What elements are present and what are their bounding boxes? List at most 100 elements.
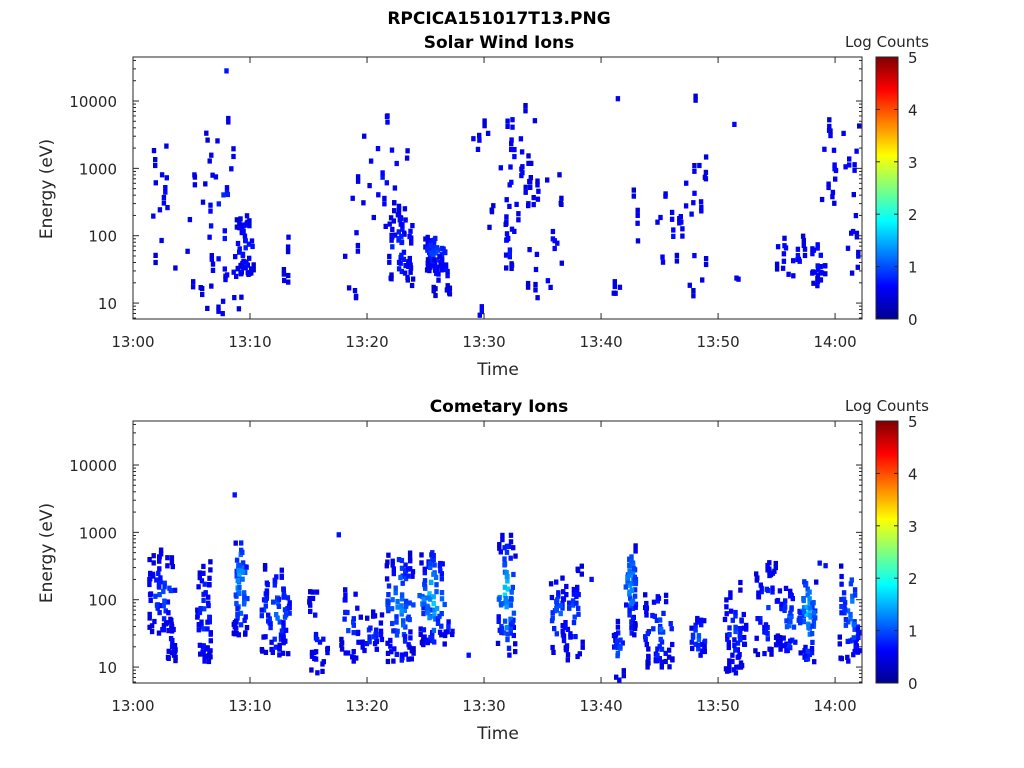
heatmap-cell <box>394 632 400 638</box>
heatmap-cell <box>550 236 556 242</box>
heatmap-cell <box>689 639 694 645</box>
heatmap-cell <box>360 644 365 650</box>
heatmap-cell <box>727 625 732 631</box>
heatmap-cell <box>237 568 242 574</box>
heatmap-cell <box>613 644 619 650</box>
heatmap-cell <box>658 636 663 642</box>
heatmap-cell <box>432 237 437 243</box>
heatmap-cell <box>568 631 573 637</box>
heatmap-cell <box>699 642 705 648</box>
heatmap-cell <box>399 596 405 602</box>
heatmap-cell <box>223 277 228 283</box>
heatmap-cell <box>402 633 408 640</box>
heatmap-cell <box>242 594 247 600</box>
heatmap-cell <box>503 221 508 227</box>
heatmap-cell <box>564 583 569 590</box>
heatmap-cell <box>644 612 649 618</box>
heatmap-cell <box>409 282 415 289</box>
heatmap-cell <box>496 614 501 620</box>
heatmap-cell <box>758 582 763 588</box>
heatmap-cell <box>151 213 156 219</box>
heatmap-cell <box>505 637 510 643</box>
heatmap-cell <box>560 628 565 634</box>
heatmap-cell <box>342 616 347 622</box>
heatmap-cell <box>724 597 729 603</box>
heatmap-cell <box>430 263 435 269</box>
heatmap-cell <box>786 271 791 277</box>
heatmap-cell <box>575 584 580 590</box>
heatmap-cell <box>847 156 852 162</box>
heatmap-cell <box>703 261 709 268</box>
heatmap-cell <box>758 616 763 622</box>
heatmap-cell <box>286 651 291 657</box>
heatmap-cell <box>807 605 812 611</box>
heatmap-cell <box>429 552 434 558</box>
heatmap-cell <box>208 638 213 644</box>
heatmap-cell <box>815 275 820 282</box>
heatmap-cell <box>204 130 209 136</box>
heatmap-cell <box>812 659 817 665</box>
plot-area-border <box>132 420 863 684</box>
heatmap-cell <box>195 614 200 620</box>
heatmap-cell <box>699 208 704 214</box>
heatmap-cell <box>702 645 707 652</box>
heatmap-cell <box>787 643 792 649</box>
heatmap-cell <box>405 573 411 579</box>
heatmap-cell <box>343 650 348 656</box>
heatmap-cell <box>733 647 738 653</box>
heatmap-cell <box>275 615 280 621</box>
heatmap-cell <box>162 580 167 586</box>
heatmap-cell <box>232 630 237 636</box>
heatmap-cell <box>498 165 503 171</box>
heatmap-cell <box>157 610 162 616</box>
heatmap-cell <box>396 203 402 209</box>
heatmap-cell <box>407 550 413 556</box>
heatmap-cell <box>240 576 245 582</box>
heatmap-cell <box>527 247 532 253</box>
heatmap-cell <box>505 118 510 124</box>
heatmap-cell <box>807 589 812 595</box>
heatmap-cell <box>249 270 254 276</box>
heatmap-cell <box>243 631 248 637</box>
heatmap-cell <box>208 559 213 565</box>
heatmap-cell <box>243 614 248 620</box>
heatmap-cell <box>777 635 783 641</box>
heatmap-cell <box>818 277 823 283</box>
heatmap-cell <box>797 258 802 264</box>
heatmap-cell <box>238 262 243 268</box>
heatmap-cell <box>777 588 783 594</box>
x-tick-label: 13:50 <box>696 697 739 715</box>
heatmap-cell <box>235 265 241 271</box>
heatmap-cell <box>237 562 242 568</box>
heatmap-cell <box>419 552 424 558</box>
heatmap-cell <box>148 570 153 576</box>
heatmap-cell <box>309 653 315 659</box>
heatmap-cell <box>773 634 779 640</box>
heatmap-cell <box>635 220 640 226</box>
heatmap-cell <box>362 133 367 139</box>
heatmap-cell <box>500 532 505 538</box>
heatmap-cell <box>395 212 401 218</box>
heatmap-cell <box>205 619 210 625</box>
heatmap-cell <box>325 645 330 651</box>
heatmap-cell <box>259 613 264 619</box>
heatmap-cell <box>479 304 484 310</box>
heatmap-cell <box>691 200 696 206</box>
heatmap-cell <box>192 182 198 188</box>
heatmap-cell <box>526 201 531 207</box>
heatmap-cell <box>620 640 625 646</box>
heatmap-cell <box>285 244 291 250</box>
heatmap-cell <box>618 644 623 650</box>
heatmap-cell <box>355 174 361 180</box>
heatmap-cell <box>234 593 239 599</box>
heatmap-cell <box>511 571 516 578</box>
heatmap-cell <box>421 596 426 602</box>
heatmap-cell <box>508 164 513 170</box>
heatmap-cell <box>147 624 152 630</box>
heatmap-cell <box>234 600 239 607</box>
heatmap-cell <box>514 201 519 207</box>
heatmap-cell <box>848 581 854 587</box>
heatmap-cell <box>434 582 439 588</box>
heatmap-cell <box>733 613 738 619</box>
heatmap-cell <box>818 269 823 276</box>
